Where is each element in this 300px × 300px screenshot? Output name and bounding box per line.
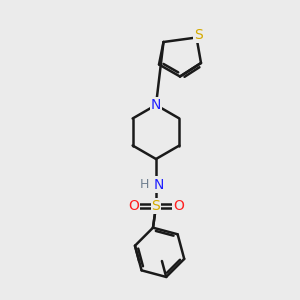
Text: N: N [153, 178, 164, 191]
Text: N: N [151, 98, 161, 112]
Text: O: O [173, 199, 184, 213]
Text: O: O [128, 199, 139, 213]
Text: S: S [152, 199, 160, 213]
Text: S: S [194, 28, 203, 42]
Text: H: H [140, 178, 149, 191]
